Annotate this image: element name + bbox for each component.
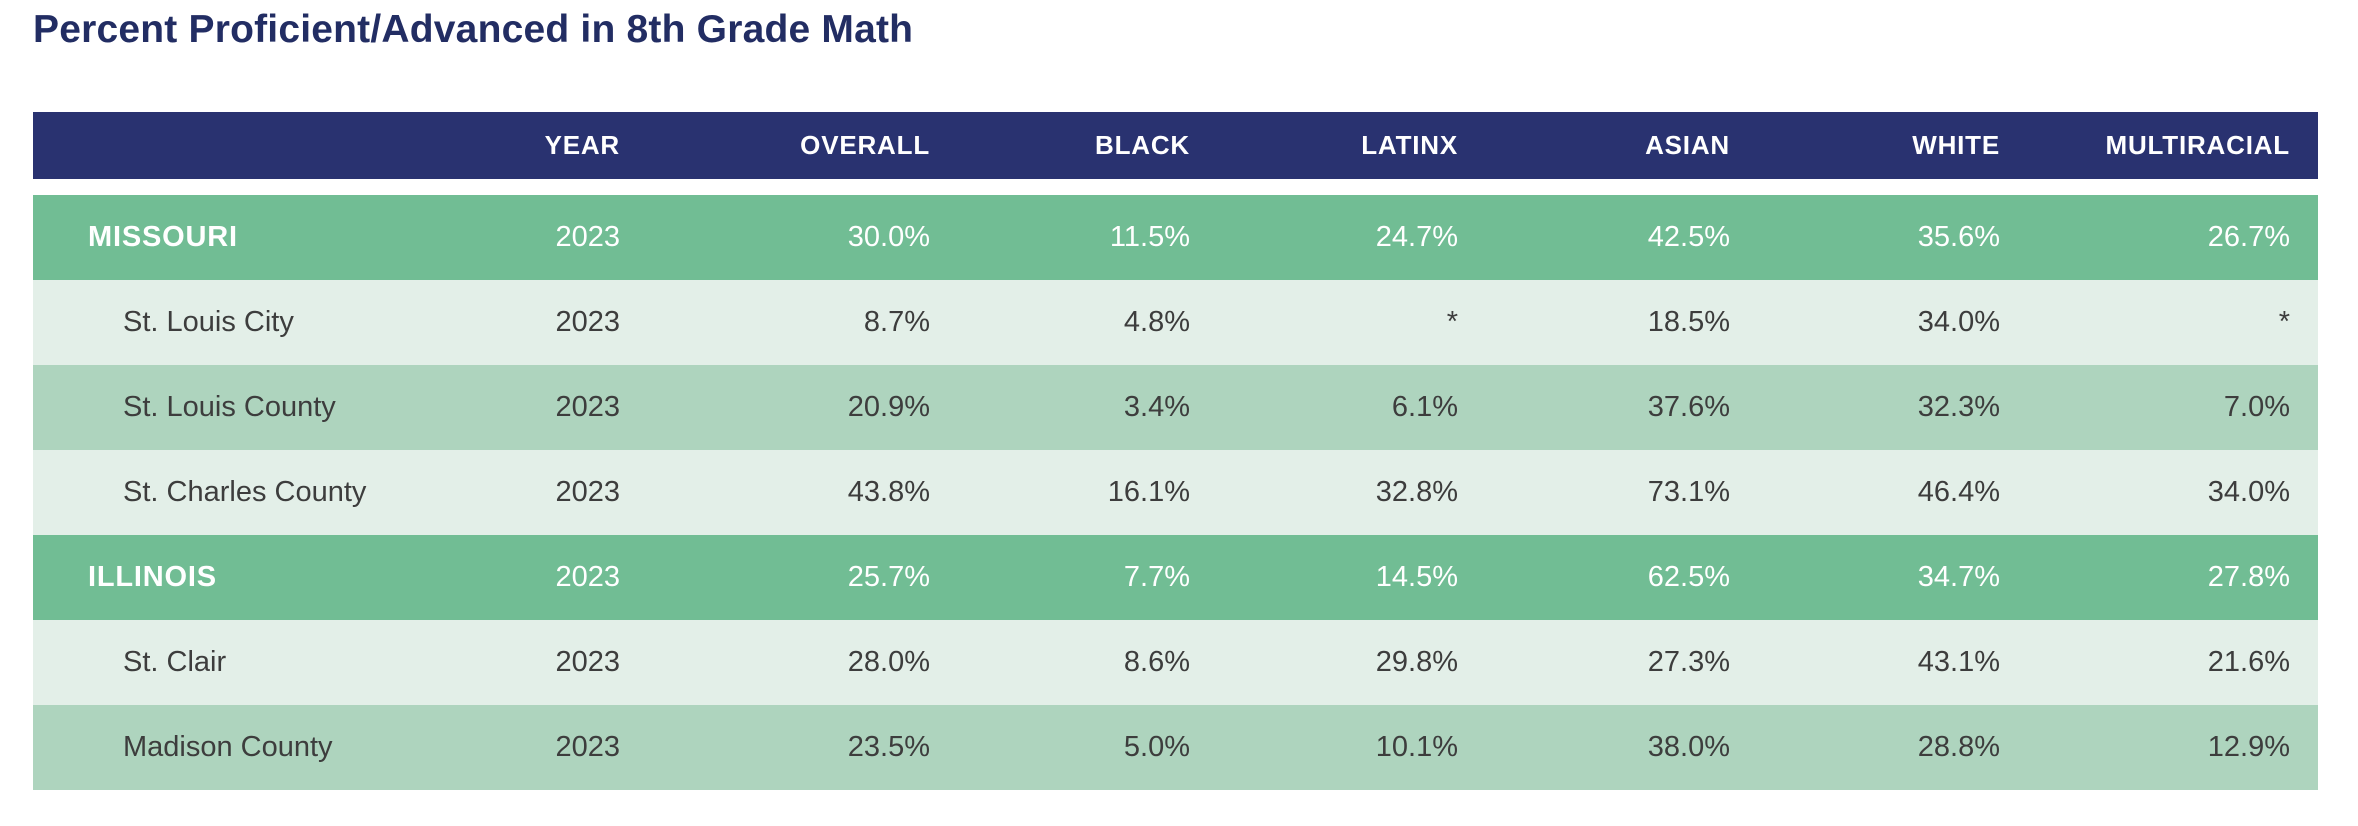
table-cell: 6.1% [1391, 391, 1458, 423]
table-cell: 28.0% [847, 646, 930, 678]
table-cell: 10.1% [1375, 731, 1458, 763]
table-cell: 34.0% [1917, 306, 2000, 338]
table-cell: * [2278, 306, 2290, 338]
table-cell: 8.6% [1123, 646, 1190, 678]
table-cell: 27.3% [1647, 646, 1730, 678]
table-cell: 2023 [555, 731, 620, 763]
column-header-white: WHITE [1912, 130, 2000, 160]
table-header-row: YEAR OVERALL BLACK LATINX ASIAN WHITE MULTIRAC… [33, 112, 2318, 179]
table-cell: 73.1% [1647, 476, 1730, 508]
table-cell: 30.0% [847, 221, 930, 253]
column-header-multiracial: MULTIRACIAL [2105, 130, 2290, 160]
table-cell: 8.7% [863, 306, 930, 338]
table-row-illinois: ILLINOIS 2023 25.7% 7.7% 14.5% 62.5% 34.7% 27.8… [33, 535, 2318, 620]
header-body-divider [33, 179, 2318, 195]
column-header-overall: OVERALL [800, 130, 930, 160]
table-cell: 7.7% [1123, 561, 1190, 593]
row-label: St. Louis City [123, 306, 294, 338]
table-cell: * [1446, 306, 1458, 338]
table-cell: 14.5% [1375, 561, 1458, 593]
table-cell: 21.6% [2207, 646, 2290, 678]
table-cell: 23.5% [847, 731, 930, 763]
row-label: Madison County [123, 731, 333, 763]
table-cell: 34.7% [1917, 561, 2000, 593]
table-cell: 29.8% [1375, 646, 1458, 678]
table-row-st-clair: St. Clair 2023 28.0% 8.6% 29.8% 27.3% 43.1% 21.… [33, 620, 2318, 705]
row-label: ILLINOIS [88, 561, 217, 593]
row-label: St. Clair [123, 646, 227, 678]
row-label: St. Louis County [123, 391, 336, 423]
table-row-st-louis-county: St. Louis County 2023 20.9% 3.4% 6.1% 37.6% 32… [33, 365, 2318, 450]
table-cell: 62.5% [1647, 561, 1730, 593]
column-header-year: YEAR [544, 130, 620, 160]
proficiency-table: YEAR OVERALL BLACK LATINX ASIAN WHITE MULTIRAC… [33, 112, 2318, 790]
table-cell: 43.8% [847, 476, 930, 508]
table-cell: 26.7% [2207, 221, 2290, 253]
table-cell: 16.1% [1107, 476, 1190, 508]
table-cell: 11.5% [1109, 221, 1190, 253]
row-label: St. Charles County [123, 476, 367, 508]
column-header-asian: ASIAN [1645, 130, 1730, 160]
table-cell: 2023 [555, 646, 620, 678]
table-cell: 4.8% [1123, 306, 1190, 338]
table-cell: 32.3% [1917, 391, 2000, 423]
table-cell: 2023 [555, 221, 620, 253]
table-cell: 2023 [555, 391, 620, 423]
table-cell: 28.8% [1917, 731, 2000, 763]
table-row-st-charles-county: St. Charles County 2023 43.8% 16.1% 32.8% 73.… [33, 450, 2318, 535]
table-body: MISSOURI 2023 30.0% 11.5% 24.7% 42.5% 35.6% 26.… [33, 195, 2318, 790]
table-row-st-louis-city: St. Louis City 2023 8.7% 4.8% * 18.5% 34.0% * [33, 280, 2318, 365]
table-cell: 3.4% [1123, 391, 1190, 423]
table-cell: 32.8% [1375, 476, 1458, 508]
column-header-black: BLACK [1095, 130, 1190, 160]
column-header-latinx: LATINX [1361, 130, 1458, 160]
table-cell: 5.0% [1123, 731, 1190, 763]
table-cell: 2023 [555, 476, 620, 508]
table-cell: 37.6% [1647, 391, 1730, 423]
table-cell: 42.5% [1647, 221, 1730, 253]
table-cell: 18.5% [1647, 306, 1730, 338]
table-cell: 34.0% [2207, 476, 2290, 508]
table-cell: 24.7% [1375, 221, 1458, 253]
table-cell: 25.7% [847, 561, 930, 593]
table-cell: 38.0% [1647, 731, 1730, 763]
table-cell: 43.1% [1917, 646, 2000, 678]
table-cell: 2023 [555, 306, 620, 338]
table-cell: 12.9% [2207, 731, 2290, 763]
table-cell: 2023 [555, 561, 620, 593]
table-row-madison-county: Madison County 2023 23.5% 5.0% 10.1% 38.0% 28.… [33, 705, 2318, 790]
table-cell: 27.8% [2207, 561, 2290, 593]
row-label: MISSOURI [88, 221, 238, 253]
table-cell: 46.4% [1917, 476, 2000, 508]
table-cell: 20.9% [847, 391, 930, 423]
table-row-missouri: MISSOURI 2023 30.0% 11.5% 24.7% 42.5% 35.6% 26.… [33, 195, 2318, 280]
table-cell: 7.0% [2223, 391, 2290, 423]
page-title: Percent Proficient/Advanced in 8th Grade… [33, 8, 914, 51]
table-cell: 35.6% [1917, 221, 2000, 253]
